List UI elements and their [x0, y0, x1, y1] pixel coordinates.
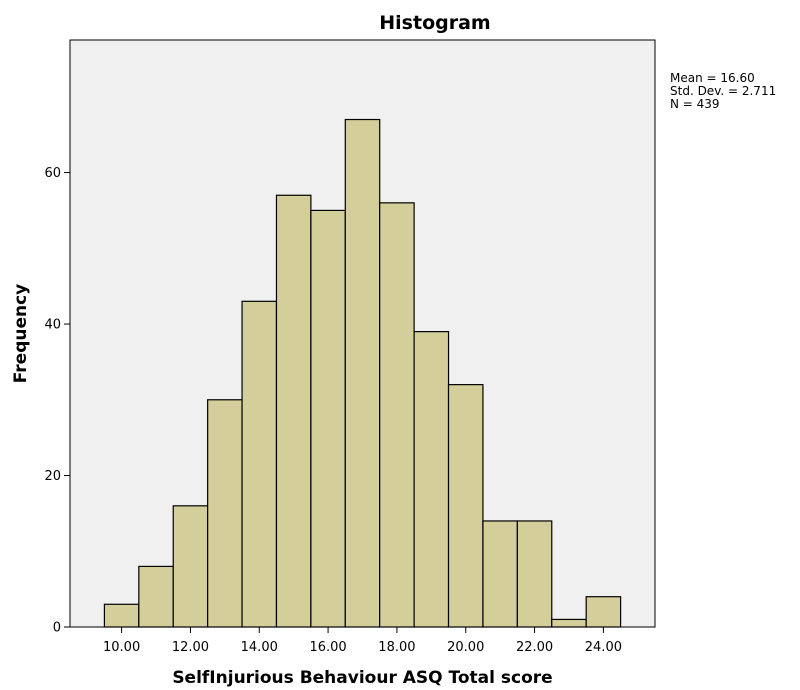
histogram-bar: [241, 300, 278, 628]
y-axis: 0 20 40 60: [44, 166, 70, 636]
histogram-bar: [344, 118, 381, 628]
y-tick-label: 60: [44, 166, 61, 181]
x-axis: 10.00 12.00 14.00 16.00 18.00 20.00 22.00 24.00: [103, 627, 622, 655]
histogram-bar: [516, 520, 553, 628]
histogram-bar: [103, 603, 140, 628]
stat-n: N = 439: [670, 97, 720, 111]
x-tick-label: 14.00: [241, 640, 278, 655]
x-tick-label: 16.00: [309, 640, 346, 655]
y-axis-label: Frequency: [11, 284, 31, 384]
x-axis-label: SelfInjurious Behaviour ASQ Total score: [172, 668, 552, 688]
y-tick-label: 20: [44, 469, 61, 484]
x-tick-label: 24.00: [585, 640, 622, 655]
histogram-bar: [275, 194, 312, 628]
histogram-bar: [413, 331, 450, 628]
y-tick-label: 40: [44, 318, 61, 333]
x-tick-label: 22.00: [516, 640, 553, 655]
x-tick-label: 10.00: [103, 640, 140, 655]
histogram-bar: [207, 399, 243, 628]
histogram-bar: [379, 202, 415, 628]
histogram-bar: [172, 505, 209, 628]
chart-title: Histogram: [379, 12, 491, 34]
histogram-bar: [310, 209, 346, 628]
histogram-bar: [482, 520, 518, 628]
summary-stats: Mean = 16.60 Std. Dev. = 2.711 N = 439: [670, 72, 776, 111]
y-tick-label: 0: [53, 621, 61, 636]
histogram-bar: [138, 565, 174, 628]
stat-std-dev: Std. Dev. = 2.711: [670, 84, 777, 98]
x-tick-label: 18.00: [378, 640, 415, 655]
bars-group: [103, 118, 622, 628]
x-tick-label: 20.00: [447, 640, 484, 655]
stat-mean: Mean = 16.60: [670, 71, 755, 85]
x-tick-label: 12.00: [172, 640, 209, 655]
histogram-bar: [551, 618, 587, 628]
histogram-bar: [585, 596, 622, 628]
histogram-bar: [447, 384, 484, 628]
